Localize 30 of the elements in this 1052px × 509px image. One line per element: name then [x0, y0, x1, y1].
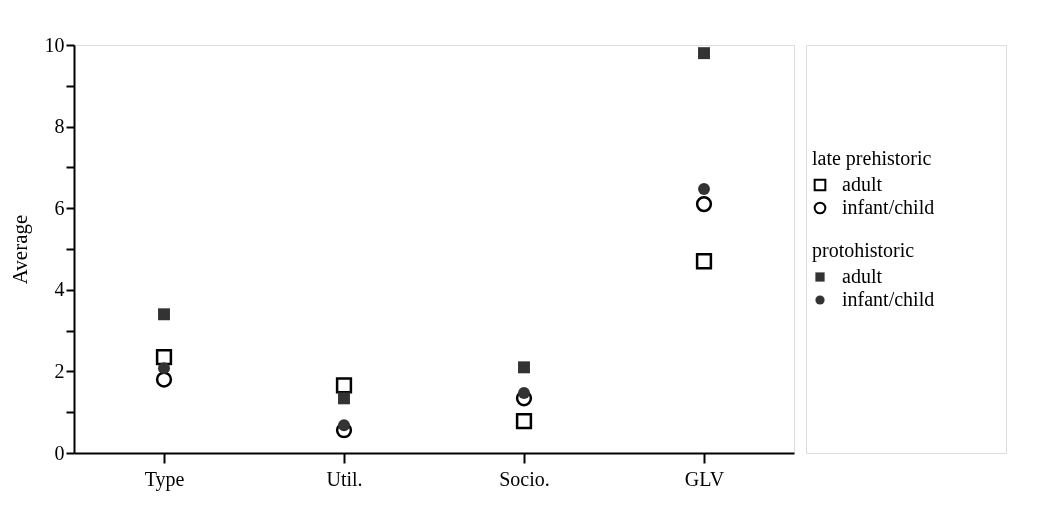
- point: [158, 308, 170, 321]
- y-tick-label: 4: [54, 278, 65, 301]
- y-axis-title: Average: [7, 214, 32, 285]
- point: [518, 361, 530, 374]
- point: [518, 387, 530, 399]
- point: [155, 371, 173, 388]
- point: [695, 253, 713, 270]
- point: [515, 413, 533, 430]
- text: protohistoric: [812, 239, 915, 261]
- point: [338, 392, 350, 405]
- y-tick-label: 2: [54, 359, 65, 382]
- legend-label: adult: [842, 265, 883, 287]
- y-tick-label: 10: [44, 33, 65, 56]
- point: [158, 362, 170, 375]
- legend-label: infant/child: [842, 288, 935, 310]
- x-tick-label: Util.: [326, 467, 363, 490]
- legend-label: infant/child: [842, 196, 935, 218]
- x-tick-label: GLV: [684, 467, 725, 490]
- point: [335, 377, 353, 394]
- x-tick-label: Socio.: [499, 467, 550, 490]
- y-tick-label: 6: [54, 196, 65, 219]
- y-tick-label: 8: [54, 115, 65, 138]
- point: [698, 47, 710, 60]
- point: [155, 348, 173, 366]
- y-tick-label: 0: [54, 441, 65, 464]
- x-tick-label: Type: [144, 467, 185, 491]
- point: [698, 183, 710, 195]
- text: late prehistoric: [812, 147, 932, 169]
- point: [695, 195, 713, 213]
- legend-label: adult: [842, 173, 883, 195]
